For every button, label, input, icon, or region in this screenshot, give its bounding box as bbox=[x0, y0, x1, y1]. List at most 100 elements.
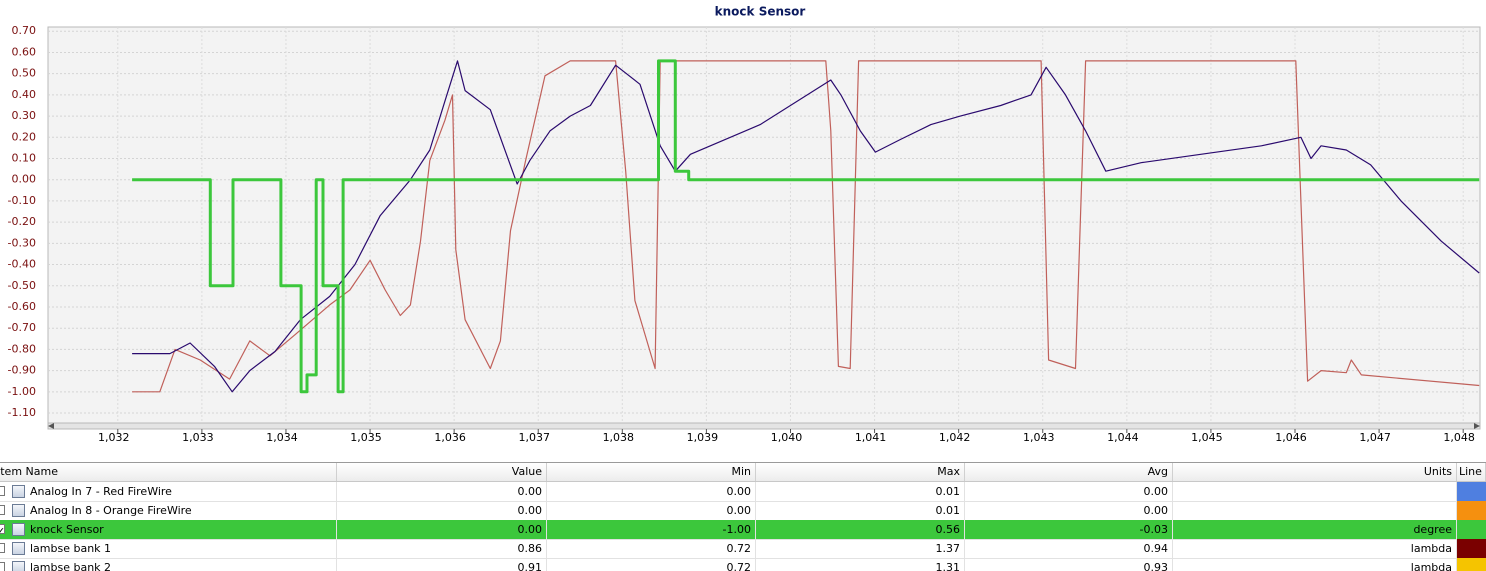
table-row[interactable]: Analog In 8 - Orange FireWire 0.00 0.00 0.0… bbox=[0, 501, 1486, 521]
item-value: 0.01 bbox=[756, 501, 965, 520]
item-value: 0.94 bbox=[965, 539, 1173, 558]
y-tick-label: 0.60 bbox=[12, 45, 37, 58]
row-icon bbox=[12, 542, 25, 555]
item-value: 0.00 bbox=[547, 482, 756, 501]
item-value: 0.56 bbox=[756, 520, 965, 539]
row-checkbox[interactable] bbox=[0, 543, 5, 553]
y-tick-label: -0.40 bbox=[8, 258, 36, 271]
item-name: Analog In 7 - Red FireWire bbox=[26, 482, 337, 501]
y-tick-label: 0.10 bbox=[12, 152, 37, 165]
item-value: 0.00 bbox=[337, 482, 547, 501]
y-tick-label: -0.60 bbox=[8, 300, 36, 313]
item-value: 0.00 bbox=[965, 482, 1173, 501]
row-icon bbox=[12, 561, 25, 571]
x-tick-label: 1,042 bbox=[939, 431, 971, 444]
column-header[interactable]: Max bbox=[756, 463, 965, 481]
y-tick-label: 0.00 bbox=[12, 173, 37, 186]
y-tick-label: 0.30 bbox=[12, 109, 37, 122]
chart: knock Sensor 0.70 0.60 0.50 0.40 0.30 0.20 0.1… bbox=[8, 5, 1481, 444]
y-tick-label: -0.20 bbox=[8, 215, 36, 228]
y-tick-label: -1.00 bbox=[8, 385, 36, 398]
y-tick-label: -1.10 bbox=[8, 406, 36, 419]
item-name: lambse bank 1 bbox=[26, 539, 337, 558]
item-value: 0.00 bbox=[965, 501, 1173, 520]
data-table: Item Name Value Min Max Avg Units Line Analog I… bbox=[0, 462, 1486, 571]
y-tick-label: -0.90 bbox=[8, 364, 36, 377]
row-checkbox[interactable] bbox=[0, 562, 5, 571]
column-header[interactable]: Units bbox=[1173, 463, 1457, 481]
x-tick-label: 1,039 bbox=[687, 431, 719, 444]
column-header[interactable]: Value bbox=[337, 463, 547, 481]
y-tick-label: 0.70 bbox=[12, 24, 37, 37]
y-tick-label: 0.50 bbox=[12, 67, 37, 80]
x-scrollbar[interactable] bbox=[47, 422, 1481, 430]
table-header: Item Name Value Min Max Avg Units Line bbox=[0, 463, 1486, 482]
x-tick-label: 1,033 bbox=[182, 431, 214, 444]
row-checkbox[interactable]: ✓ bbox=[0, 524, 5, 538]
row-checkbox[interactable] bbox=[0, 505, 5, 515]
item-value: 0.72 bbox=[547, 558, 756, 571]
line-color-swatch bbox=[1457, 539, 1486, 558]
y-tick-label: -0.80 bbox=[8, 342, 36, 355]
x-tick-label: 1,036 bbox=[434, 431, 466, 444]
series-line bbox=[132, 59, 1480, 394]
item-value bbox=[1173, 482, 1457, 501]
line-color-swatch bbox=[1457, 558, 1486, 571]
item-value: 0.00 bbox=[547, 501, 756, 520]
y-tick-label: -0.10 bbox=[8, 194, 36, 207]
x-tick-label: 1,048 bbox=[1443, 431, 1475, 444]
table-row[interactable]: Analog In 7 - Red FireWire 0.00 0.00 0.01 0.… bbox=[0, 482, 1486, 502]
x-tick-label: 1,038 bbox=[603, 431, 635, 444]
item-value: 0.91 bbox=[337, 558, 547, 571]
y-tick-label: 0.20 bbox=[12, 130, 37, 143]
x-tick-label: 1,041 bbox=[855, 431, 887, 444]
column-header[interactable]: Line bbox=[1457, 463, 1486, 481]
x-tick-label: 1,044 bbox=[1107, 431, 1139, 444]
y-tick-label: -0.70 bbox=[8, 321, 36, 334]
y-tick-label: -0.30 bbox=[8, 236, 36, 249]
item-value: 1.37 bbox=[756, 539, 965, 558]
item-value: 0.00 bbox=[337, 501, 547, 520]
item-name: lambse bank 2 bbox=[26, 558, 337, 571]
row-icon bbox=[12, 523, 25, 536]
x-tick-label: 1,045 bbox=[1191, 431, 1223, 444]
x-tick-label: 1,034 bbox=[266, 431, 298, 444]
row-icon bbox=[12, 485, 25, 498]
table-row[interactable]: lambse bank 1 0.86 0.72 1.37 0.94 lambda bbox=[0, 539, 1486, 559]
series-line bbox=[132, 60, 1480, 393]
x-tick-label: 1,046 bbox=[1275, 431, 1307, 444]
item-value: lambda bbox=[1173, 539, 1457, 558]
column-header[interactable]: Min bbox=[547, 463, 756, 481]
item-value: 0.86 bbox=[337, 539, 547, 558]
item-value: lambda bbox=[1173, 558, 1457, 571]
item-value: -1.00 bbox=[547, 520, 756, 539]
x-tick-label: 1,032 bbox=[98, 431, 130, 444]
table-row[interactable]: lambse bank 2 0.91 0.72 1.31 0.93 lambda bbox=[0, 558, 1486, 571]
item-value: 1.31 bbox=[756, 558, 965, 571]
y-tick-label: -0.50 bbox=[8, 279, 36, 292]
x-tick-label: 1,047 bbox=[1359, 431, 1391, 444]
x-tick-label: 1,040 bbox=[771, 431, 803, 444]
item-value: -0.03 bbox=[965, 520, 1173, 539]
item-value: 0.00 bbox=[337, 520, 547, 539]
item-value: 0.93 bbox=[965, 558, 1173, 571]
item-value: degree bbox=[1173, 520, 1457, 539]
item-value bbox=[1173, 501, 1457, 520]
x-tick-label: 1,037 bbox=[518, 431, 550, 444]
column-header[interactable]: Item Name bbox=[0, 463, 337, 481]
column-header[interactable]: Avg bbox=[965, 463, 1173, 481]
line-color-swatch bbox=[1457, 501, 1486, 520]
item-name: knock Sensor bbox=[26, 520, 337, 539]
x-tick-label: 1,035 bbox=[350, 431, 382, 444]
item-value: 0.72 bbox=[547, 539, 756, 558]
line-color-swatch bbox=[1457, 482, 1486, 501]
plot-area bbox=[47, 26, 1481, 424]
chart-title: knock Sensor bbox=[715, 5, 806, 19]
x-tick-label: 1,043 bbox=[1023, 431, 1055, 444]
row-icon bbox=[12, 504, 25, 517]
item-name: Analog In 8 - Orange FireWire bbox=[26, 501, 337, 520]
row-checkbox[interactable] bbox=[0, 486, 5, 496]
line-color-swatch bbox=[1457, 520, 1486, 539]
